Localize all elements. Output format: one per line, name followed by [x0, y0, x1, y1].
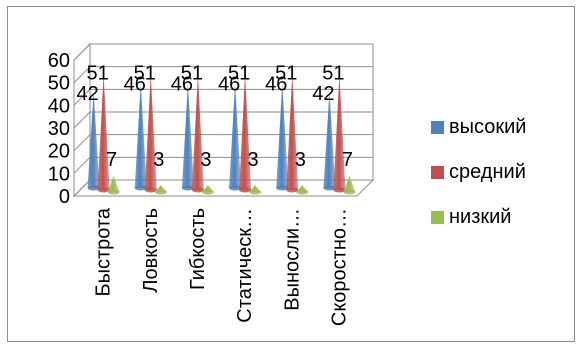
- data-label-0-2: 46: [171, 74, 193, 96]
- bar-низкий-4: [296, 185, 309, 192]
- legend-label-1: средний: [449, 161, 526, 183]
- legend-label-0: высокий: [449, 116, 527, 138]
- data-label-0-3: 46: [218, 74, 240, 96]
- x-tick-label-4: Выносли…: [281, 208, 303, 311]
- bar-высокий-4: [276, 83, 289, 188]
- data-label-1-4: 51: [275, 62, 297, 84]
- gridline-side-2: [73, 134, 91, 152]
- gridline-side-5: [73, 66, 91, 84]
- bar-низкий-3: [249, 185, 262, 192]
- y-tick-label-2: 20: [48, 141, 70, 163]
- x-tick-label-2: Гибкость: [187, 208, 209, 290]
- bar-высокий-1: [134, 83, 147, 188]
- legend-item-2: низкий: [431, 206, 571, 228]
- y-tick-label-3: 30: [48, 118, 70, 140]
- x-tick-label-1: Ловкость: [140, 208, 162, 293]
- bar-низкий-2: [201, 185, 214, 192]
- bar-средний-2: [191, 74, 204, 190]
- bar-низкий-5: [343, 176, 356, 192]
- gridline-side-1: [73, 156, 91, 174]
- bar-средний-0: [97, 74, 110, 190]
- data-label-2-0: 7: [106, 149, 117, 171]
- data-label-2-5: 7: [342, 149, 353, 171]
- bar-средний-3: [239, 74, 252, 190]
- gridline-side-3: [73, 111, 91, 129]
- bar-средний-1: [144, 74, 157, 190]
- gridline-side-6: [73, 43, 91, 61]
- bar-низкий-0: [107, 176, 120, 192]
- data-label-1-5: 51: [322, 62, 344, 84]
- x-tick-label-5: Скоростно…: [328, 208, 350, 326]
- data-label-0-5: 42: [312, 83, 334, 105]
- gridline-side-0: [73, 179, 91, 197]
- y-tick-label-6: 60: [48, 50, 70, 72]
- legend-item-0: высокий: [431, 116, 571, 138]
- data-label-1-0: 51: [86, 62, 108, 84]
- bar-высокий-3: [229, 83, 242, 188]
- data-label-0-1: 46: [124, 74, 146, 96]
- bar-средний-4: [286, 74, 299, 190]
- x-tick-label-3: Статическ…: [234, 208, 256, 323]
- legend-item-1: средний: [431, 161, 571, 183]
- y-tick-label-5: 50: [48, 73, 70, 95]
- data-label-2-2: 3: [200, 149, 211, 171]
- bar-средний-5: [333, 74, 346, 190]
- bar-высокий-2: [181, 83, 194, 188]
- legend-label-2: низкий: [449, 206, 512, 228]
- data-label-1-3: 51: [228, 62, 250, 84]
- bar-высокий-5: [323, 92, 336, 188]
- data-label-0-0: 42: [76, 83, 98, 105]
- data-label-2-4: 3: [295, 149, 306, 171]
- y-tick-label-1: 10: [48, 163, 70, 185]
- data-label-1-2: 51: [181, 62, 203, 84]
- bar-высокий-0: [87, 92, 100, 188]
- legend-swatch-0: [431, 120, 444, 134]
- legend-swatch-1: [431, 165, 444, 179]
- y-tick-label-0: 0: [59, 186, 70, 208]
- data-label-0-4: 46: [265, 74, 287, 96]
- bar-низкий-1: [154, 185, 167, 192]
- y-tick-label-4: 40: [48, 95, 70, 117]
- legend: высокий средний низкий: [431, 116, 571, 251]
- legend-swatch-2: [431, 210, 444, 224]
- data-label-1-1: 51: [134, 62, 156, 84]
- data-label-2-1: 3: [153, 149, 164, 171]
- data-label-2-3: 3: [248, 149, 259, 171]
- gridline-side-4: [73, 88, 91, 106]
- x-tick-label-0: Быстрота: [93, 207, 115, 296]
